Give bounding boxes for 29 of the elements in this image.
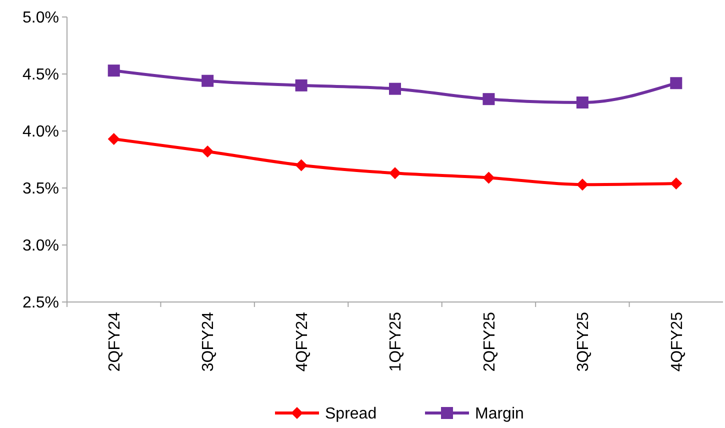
point: [670, 177, 682, 190]
point: [482, 93, 495, 106]
y-tick-label: 2.5%: [22, 294, 59, 312]
point: [482, 172, 495, 184]
x-tick-label: 4QFY25: [668, 312, 686, 372]
point: [670, 77, 682, 90]
point: [389, 167, 401, 180]
point: [389, 82, 401, 95]
x-tick-label: 4QFY24: [294, 312, 311, 372]
x-tick-label: 3QFY25: [575, 312, 592, 372]
point: [576, 96, 588, 108]
legend-label: Margin: [475, 406, 524, 423]
legend-label: Spread: [325, 406, 377, 423]
point: [295, 159, 308, 172]
y-tick-label: 4.5%: [22, 66, 59, 84]
y-tick-label: 3.0%: [22, 238, 59, 255]
x-tick-label: 2QFY24: [106, 312, 124, 372]
point: [202, 74, 214, 87]
point: [295, 79, 308, 92]
y-tick-label: 3.5%: [22, 180, 59, 198]
point: [202, 146, 214, 158]
point: [108, 132, 120, 145]
y-tick-label: 5.0%: [22, 10, 59, 27]
point: [576, 178, 588, 191]
y-tick-label: 4.0%: [22, 124, 59, 141]
x-tick-label: 1QFY25: [388, 312, 405, 372]
x-tick-label: 3QFY24: [200, 312, 218, 372]
point: [108, 64, 120, 77]
x-tick-label: 2QFY25: [481, 312, 498, 372]
